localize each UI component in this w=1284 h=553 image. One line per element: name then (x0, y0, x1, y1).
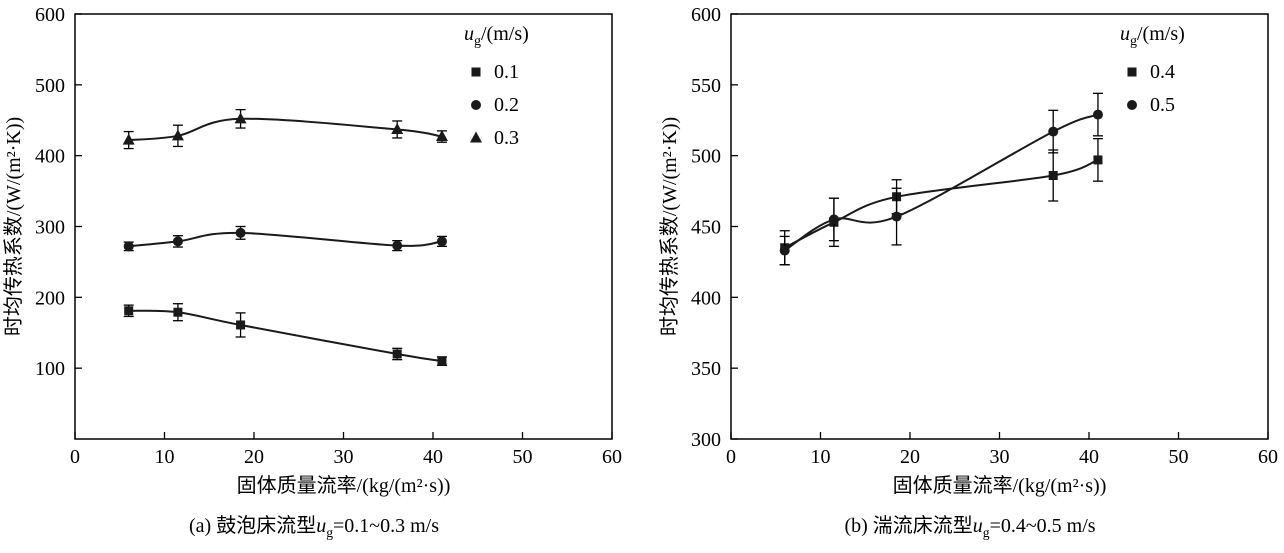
x-tick-label: 30 (990, 446, 1010, 468)
circle-marker-icon (891, 211, 902, 222)
series-curve (784, 113, 1099, 252)
circle-marker-icon (779, 245, 790, 256)
plot-frame (74, 13, 613, 440)
y-axis-label: 时均传热系数/(W/(m²·K)) (2, 117, 25, 336)
circle-marker-icon (1092, 109, 1103, 120)
caption-var: u (972, 515, 983, 537)
x-axis-label: 固体质量流率/(kg/(m²·s)) (893, 474, 1107, 497)
x-tick-label: 0 (726, 446, 736, 468)
circle-marker-icon (172, 236, 183, 247)
series-curve (128, 117, 443, 142)
series-curve (784, 158, 1099, 249)
y-axis-label: 时均传热系数/(W/(m²·K)) (658, 117, 681, 336)
circle-marker-icon (436, 236, 447, 247)
square-marker-icon (124, 306, 134, 316)
caption-subscript: g (982, 525, 990, 540)
square-marker-icon (471, 67, 481, 77)
legend-label: 0.1 (494, 61, 519, 83)
triangle-marker-icon (435, 130, 448, 142)
x-tick-label: 20 (244, 446, 264, 468)
y-tick-label: 400 (35, 146, 65, 168)
chart-b-canvas: 0 10 20 30 40 50 60 300 350 400 450 500 550 600 固体质量流率… (658, 4, 1278, 497)
x-tick-label: 20 (900, 446, 920, 468)
circle-marker-icon (123, 241, 134, 252)
circle-marker-icon (235, 227, 246, 238)
triangle-marker-icon (122, 133, 135, 145)
y-tick-label: 350 (691, 358, 721, 380)
legend-label: 0.2 (494, 94, 519, 116)
y-tick-label: 300 (35, 217, 65, 239)
triangle-marker-icon (470, 131, 482, 143)
y-tick-label: 600 (35, 4, 65, 26)
y-tick-label: 500 (35, 75, 65, 97)
y-tick-label: 500 (691, 146, 721, 168)
y-tick-label: 400 (691, 287, 721, 309)
y-tick-label: 200 (35, 287, 65, 309)
caption-text: (a) 鼓泡床流型 (189, 515, 317, 537)
circle-marker-icon (471, 100, 481, 110)
y-tick-label: 450 (691, 217, 721, 239)
y-tick-label: 300 (691, 429, 721, 451)
square-marker-icon (1048, 171, 1058, 180)
circle-marker-icon (1127, 100, 1137, 110)
chart-b-caption: (b) 湍流床流型ug=0.4~0.5 m/s (656, 509, 1284, 541)
x-tick-label: 60 (1258, 446, 1278, 468)
caption-subscript: g (326, 525, 333, 540)
caption-range: =0.1~0.3 m/s (333, 515, 439, 537)
legend-title: ug/(m/s) (1120, 23, 1185, 49)
series-curve (128, 231, 443, 248)
circle-marker-icon (1048, 126, 1059, 137)
legend-label: 0.5 (1150, 94, 1175, 116)
square-marker-icon (236, 320, 246, 330)
chart-a-caption: (a) 鼓泡床流型ug=0.1~0.3 m/s (0, 509, 628, 541)
circle-marker-icon (828, 214, 839, 225)
chart-a-canvas: 0 10 20 30 40 50 60 100 200 300 400 500 600 固体质量流率/(k… (2, 4, 622, 497)
caption-text: (b) 湍流床流型 (844, 515, 973, 537)
square-marker-icon (437, 356, 447, 366)
legend-label: 0.4 (1150, 61, 1175, 83)
chart-a: 0 10 20 30 40 50 60 100 200 300 400 500 600 固体质量流率/(k… (0, 2, 628, 541)
triangle-marker-icon (234, 112, 247, 124)
triangle-marker-icon (391, 122, 404, 134)
square-marker-icon (1127, 67, 1137, 77)
legend-title: ug/(m/s) (464, 23, 529, 49)
y-tick-label: 600 (691, 4, 721, 26)
x-tick-label: 30 (334, 446, 354, 468)
x-tick-label: 10 (811, 446, 831, 468)
x-tick-label: 50 (1169, 446, 1189, 468)
square-marker-icon (173, 307, 183, 317)
x-tick-label: 0 (70, 446, 80, 468)
caption-var: u (316, 515, 327, 537)
caption-range: =0.4~0.5 m/s (989, 515, 1096, 537)
plot-frame (730, 13, 1269, 440)
chart-b: 0 10 20 30 40 50 60 300 350 400 450 500 550 600 固体质量流率… (656, 2, 1284, 541)
x-axis-label: 固体质量流率/(kg/(m²·s)) (237, 474, 451, 497)
series-curve (128, 309, 443, 363)
y-tick-label: 550 (691, 75, 721, 97)
x-tick-label: 40 (423, 446, 443, 468)
x-tick-label: 60 (602, 446, 622, 468)
circle-marker-icon (392, 240, 403, 251)
x-tick-label: 10 (155, 446, 175, 468)
x-tick-label: 50 (513, 446, 533, 468)
square-marker-icon (1093, 155, 1103, 165)
x-tick-label: 40 (1079, 446, 1099, 468)
legend-label: 0.3 (494, 127, 519, 149)
figure-panel: 0 10 20 30 40 50 60 100 200 300 400 500 600 固体质量流率/(k… (0, 2, 1284, 541)
y-tick-label: 100 (35, 358, 65, 380)
square-marker-icon (392, 349, 402, 359)
triangle-marker-icon (171, 129, 184, 141)
